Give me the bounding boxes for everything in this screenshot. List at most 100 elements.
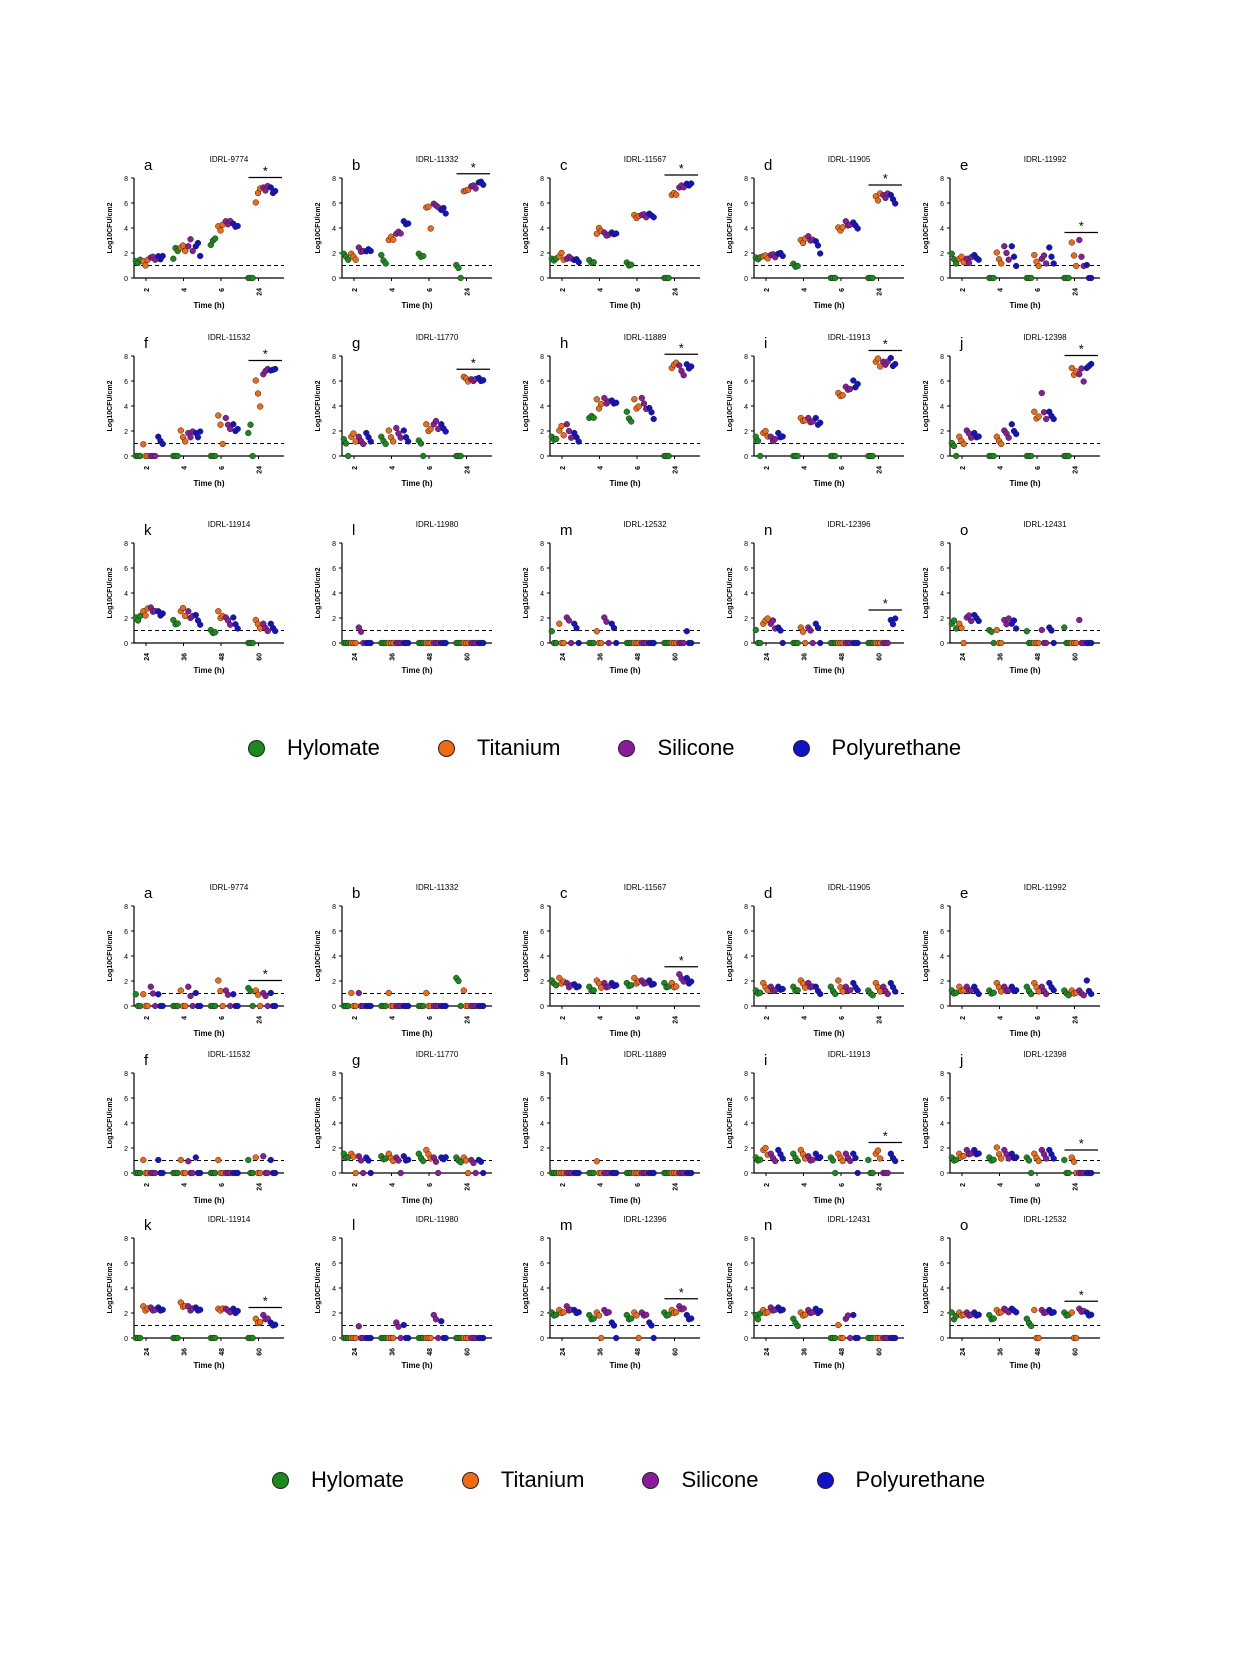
x-tick-label: 4 xyxy=(802,1016,809,1020)
y-tick-label: 6 xyxy=(940,201,944,208)
data-point-polyurethane xyxy=(779,985,786,993)
data-point-polyurethane xyxy=(1088,274,1095,282)
panel-letter: a xyxy=(144,157,153,174)
y-tick-label: 0 xyxy=(124,1171,128,1178)
data-point-polyurethane xyxy=(777,627,784,634)
x-tick-label: 48 xyxy=(839,653,846,661)
x-tick-label: 6 xyxy=(219,1016,226,1020)
data-point-polyurethane xyxy=(192,1154,199,1161)
y-tick-label: 8 xyxy=(124,354,128,361)
data-point-silicone xyxy=(149,990,157,997)
panel-title: IDRL-11770 xyxy=(416,1050,459,1059)
data-point-hylomate xyxy=(345,1002,352,1010)
y-axis-label: Log10CFU/cm2 xyxy=(727,930,734,981)
data-point-titanium xyxy=(385,427,392,434)
data-point-silicone xyxy=(432,417,440,425)
silicone-marker-icon xyxy=(642,1471,660,1489)
x-tick-label: 6 xyxy=(1035,288,1042,292)
data-point-titanium xyxy=(839,392,846,399)
data-point-polyurethane xyxy=(688,1315,695,1322)
data-point-titanium xyxy=(874,197,882,204)
data-point-silicone xyxy=(847,987,854,994)
data-point-polyurethane xyxy=(573,624,580,632)
data-point-polyurethane xyxy=(159,1169,166,1177)
significance-marker: * xyxy=(883,171,888,186)
data-point-silicone xyxy=(1043,639,1050,647)
data-point-hylomate xyxy=(457,1002,464,1010)
data-point-polyurethane xyxy=(817,639,824,647)
data-point-polyurethane xyxy=(197,1002,204,1010)
y-tick-label: 0 xyxy=(744,1004,748,1011)
x-tick-label: 4 xyxy=(998,288,1005,292)
panel-title: IDRL-11980 xyxy=(416,520,459,529)
data-point-titanium xyxy=(177,427,184,434)
data-point-polyurethane xyxy=(1013,987,1020,994)
data-point-titanium xyxy=(1073,262,1080,270)
data-point-polyurethane xyxy=(610,1322,618,1329)
data-point-silicone xyxy=(965,612,973,619)
data-point-silicone xyxy=(1001,243,1008,250)
data-point-hylomate xyxy=(249,274,256,282)
x-axis-label: Time (h) xyxy=(610,666,641,675)
data-point-hylomate xyxy=(420,252,427,260)
data-point-polyurethane xyxy=(367,438,374,445)
hylomate-marker-icon xyxy=(248,739,265,757)
x-tick-label: 6 xyxy=(635,288,642,292)
x-tick-label: 6 xyxy=(1035,1183,1042,1187)
data-point-polyurethane xyxy=(975,1311,982,1318)
x-tick-label: 24 xyxy=(352,653,359,661)
data-point-polyurethane xyxy=(272,627,279,635)
y-tick-label: 6 xyxy=(940,1261,944,1268)
data-point-polyurethane xyxy=(688,1169,695,1177)
y-axis-label: Log10CFU/cm2 xyxy=(523,567,530,618)
data-point-titanium xyxy=(635,403,642,410)
panel-letter: i xyxy=(764,1052,767,1069)
x-tick-label: 36 xyxy=(390,653,397,661)
data-point-silicone xyxy=(185,243,192,250)
x-tick-label: 24 xyxy=(144,653,151,661)
y-tick-label: 6 xyxy=(540,566,544,573)
x-tick-label: 4 xyxy=(390,466,397,470)
data-point-hylomate xyxy=(548,628,555,635)
data-point-titanium xyxy=(177,987,184,994)
data-point-titanium xyxy=(423,989,430,997)
x-tick-label: 6 xyxy=(635,466,642,470)
data-point-hylomate xyxy=(212,1002,219,1010)
panel-title: IDRL-12398 xyxy=(1023,1050,1067,1059)
x-axis-label: Time (h) xyxy=(402,666,433,675)
significance-marker: * xyxy=(471,160,476,175)
y-tick-label: 2 xyxy=(124,429,128,436)
x-tick-label: 24 xyxy=(257,288,264,296)
data-point-hylomate xyxy=(457,274,464,282)
data-point-hylomate xyxy=(174,452,181,460)
x-tick-label: 24 xyxy=(673,466,680,474)
y-axis-label: Log10CFU/cm2 xyxy=(923,202,930,253)
data-point-hylomate xyxy=(245,429,252,437)
x-tick-label: 2 xyxy=(352,1016,359,1020)
panel-letter: n xyxy=(764,1217,772,1234)
data-point-silicone xyxy=(395,1157,402,1164)
x-tick-label: 24 xyxy=(352,1348,359,1356)
legend-item-hylomate: Hylomate xyxy=(272,1467,404,1493)
data-point-polyurethane xyxy=(1050,1155,1057,1162)
data-point-polyurethane xyxy=(650,1169,657,1177)
y-tick-label: 8 xyxy=(744,1071,748,1078)
data-point-titanium xyxy=(257,1002,264,1010)
data-point-silicone xyxy=(605,639,612,647)
data-point-titanium xyxy=(179,604,187,612)
x-axis-label: Time (h) xyxy=(194,479,225,488)
data-point-titanium xyxy=(1068,239,1075,246)
data-point-hylomate xyxy=(628,418,635,425)
significance-marker: * xyxy=(883,337,888,352)
data-point-silicone xyxy=(355,989,362,997)
y-axis-label: Log10CFU/cm2 xyxy=(923,1262,930,1313)
x-tick-label: 6 xyxy=(219,288,226,292)
y-axis-label: Log10CFU/cm2 xyxy=(107,202,114,253)
data-point-silicone xyxy=(1076,236,1083,244)
y-tick-label: 8 xyxy=(940,1071,944,1078)
panel-letter: c xyxy=(560,157,568,174)
x-tick-label: 48 xyxy=(839,1348,846,1356)
